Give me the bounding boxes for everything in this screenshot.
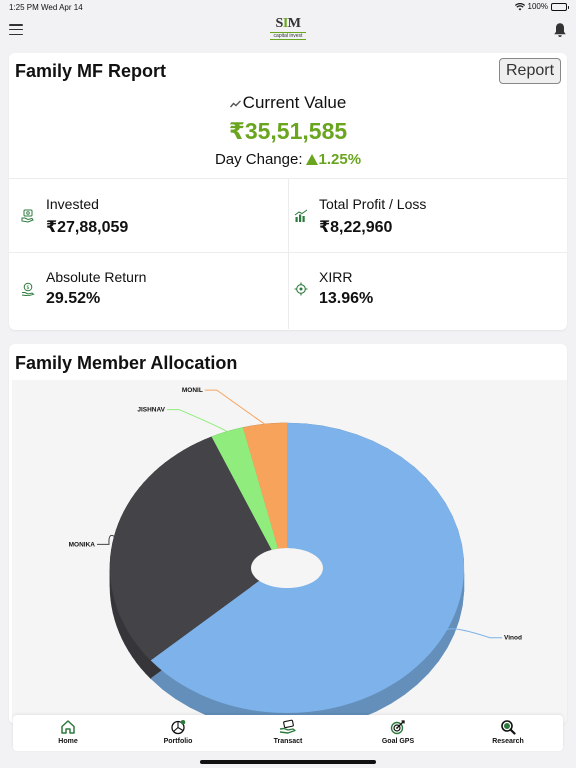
metric-label: Invested (46, 196, 99, 212)
metric-value: ₹8,22,960 (319, 219, 393, 236)
nav-transact[interactable]: Transact (233, 715, 343, 751)
research-magnifier-icon (501, 720, 516, 735)
nav-label: Transact (273, 738, 303, 745)
goal-gps-icon (390, 720, 405, 735)
current-value-label-row: Current Value (9, 93, 567, 113)
metric-invested: Invested ₹27,88,059 (21, 196, 291, 256)
pie-slice (110, 436, 272, 661)
app-header: SIM capital invest (0, 14, 576, 46)
logo-subtitle: capital invest (270, 32, 306, 40)
metric-value: 29.52% (46, 290, 101, 307)
current-value-label: Current Value (242, 93, 347, 112)
status-time: 1:25 PM (9, 3, 39, 12)
nav-goal-gps[interactable]: Goal GPS (343, 715, 453, 751)
bell-icon[interactable] (553, 22, 567, 38)
status-date: Wed Apr 14 (41, 3, 83, 12)
report-button[interactable]: Report (499, 58, 561, 84)
pie-label: MONIL (182, 387, 203, 394)
nav-label: Research (492, 738, 524, 745)
day-change-value: 1.25% (318, 151, 362, 168)
nav-label: Home (58, 738, 78, 745)
up-arrow-icon (305, 154, 318, 165)
nav-portfolio[interactable]: Portfolio (123, 715, 233, 751)
home-icon (61, 720, 75, 734)
pie-label: Vinod (504, 635, 522, 642)
target-icon (294, 282, 308, 296)
nav-home[interactable]: Home (13, 715, 123, 751)
battery-percent: 100% (527, 2, 548, 11)
metric-label: Absolute Return (46, 269, 147, 285)
metric-absolute-return: $ Absolute Return 29.52% (21, 269, 291, 329)
pie-slice (211, 427, 279, 550)
day-change-row: Day Change: 1.25% (9, 151, 567, 168)
bar-chart-icon (294, 209, 308, 222)
svg-text:$: $ (26, 285, 29, 291)
status-bar: 1:25 PM Wed Apr 14 100% (0, 0, 576, 14)
pie-label: JISHNAV (137, 407, 165, 414)
pie-hole (251, 548, 323, 588)
nav-label: Portfolio (163, 738, 193, 745)
hamburger-menu-icon[interactable] (9, 24, 23, 35)
nav-research[interactable]: Research (453, 715, 563, 751)
pie-slice (242, 423, 287, 549)
home-indicator (200, 760, 376, 764)
day-change-label: Day Change: (214, 151, 303, 168)
logo: SIM capital invest (268, 17, 308, 43)
pie-leader-line (167, 409, 228, 432)
bottom-nav: Home Portfolio Transact Goal GPS Researc… (13, 715, 563, 751)
metric-label: XIRR (319, 269, 353, 285)
allocation-title: Family Member Allocation (15, 353, 238, 373)
current-value: ₹35,51,585 (228, 118, 348, 144)
trend-icon (229, 99, 241, 107)
pie-slice (150, 423, 465, 713)
status-right: 100% (514, 2, 569, 11)
metric-xirr: XIRR 13.96% (294, 269, 564, 329)
metric-label: Total Profit / Loss (319, 196, 427, 212)
divider (9, 252, 567, 253)
metric-value: ₹27,88,059 (46, 219, 129, 236)
pie-leader-line (97, 534, 115, 545)
coin-hand-icon: $ (21, 282, 35, 296)
pie-chart-icon (171, 720, 186, 735)
allocation-pie-chart: Vinod MONIKA JISHNAV MONIL (69, 387, 522, 724)
nav-label: Goal GPS (381, 738, 415, 745)
pie-leader-line (446, 628, 502, 639)
metric-value: 13.96% (319, 290, 374, 307)
metric-total-profit-loss: Total Profit / Loss ₹8,22,960 (294, 196, 564, 256)
wifi-icon (514, 2, 525, 10)
pie-label: MONIKA (69, 541, 96, 548)
family-member-allocation-card: Family Member Allocation Vinod MONIKA JISH… (9, 344, 567, 724)
report-title: Family MF Report (15, 61, 167, 81)
transact-hand-icon (279, 719, 296, 734)
battery-icon (551, 2, 569, 11)
family-mf-report-card: Family MF Report Report Current Value ₹3… (9, 53, 567, 330)
allocation-chart-area: Vinod MONIKA JISHNAV MONIL (12, 380, 567, 724)
money-hand-icon (21, 209, 34, 223)
divider (288, 178, 289, 329)
pie-leader-line (204, 389, 266, 425)
